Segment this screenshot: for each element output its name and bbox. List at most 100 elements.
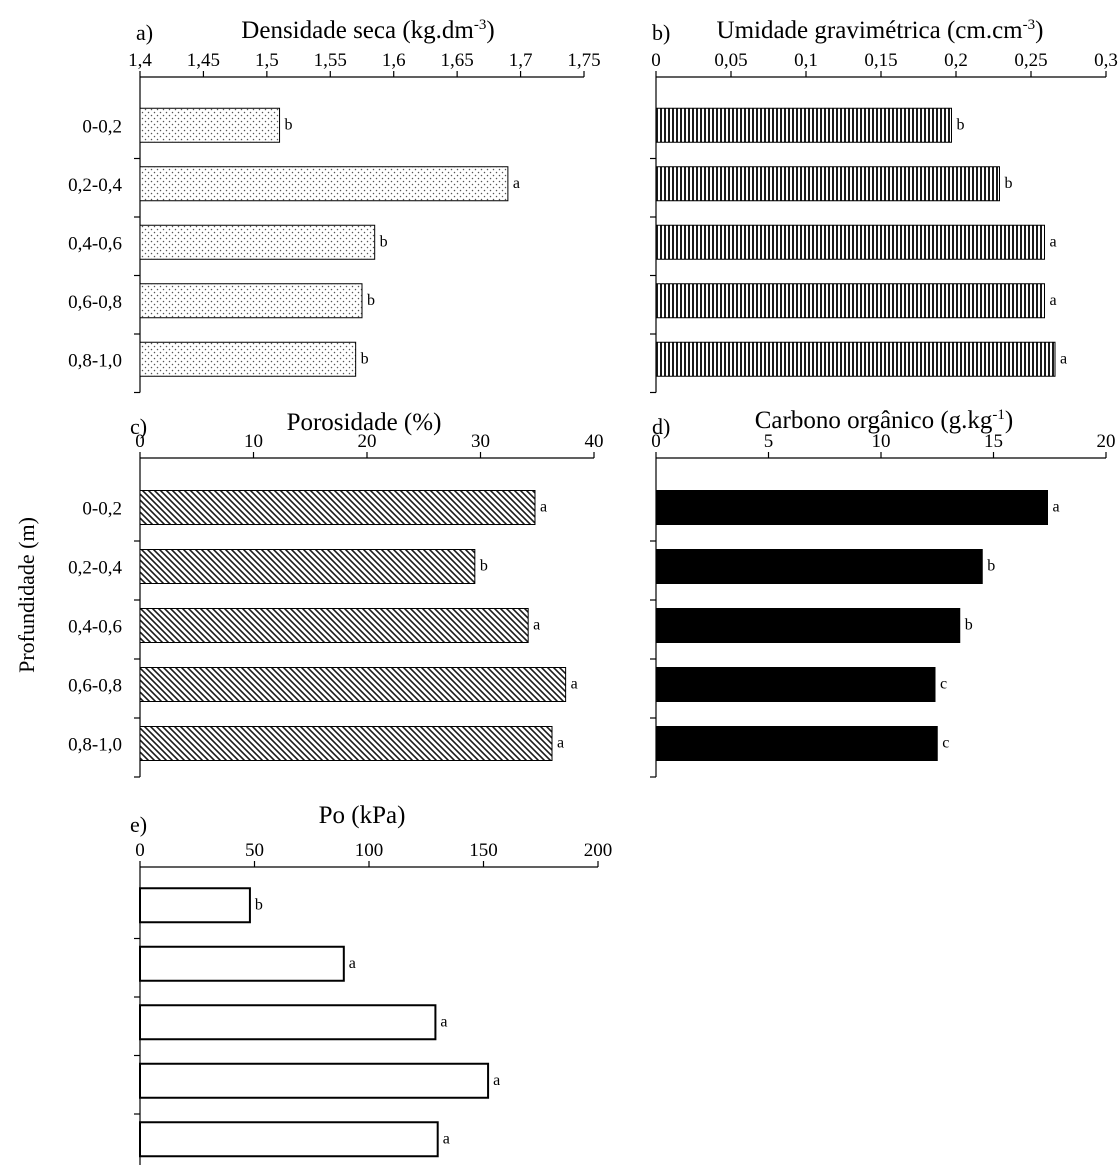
significance-label: a	[493, 1072, 500, 1089]
category-label: 0-0,2	[82, 499, 122, 520]
x-tick-label: 50	[245, 840, 264, 861]
panel-title: Densidade seca (kg.dm-3)	[241, 17, 494, 44]
significance-label: a	[540, 499, 547, 516]
bar	[655, 490, 1048, 525]
panel-c: c) Porosidade (%) 0 10 20 30 40 a 0-0,2 b 0,2-0,4 a…	[68, 409, 604, 778]
x-tick-label: 1,45	[187, 50, 220, 71]
category-label: 0,6-0,8	[68, 292, 122, 313]
panel-title: Porosidade (%)	[287, 409, 442, 436]
category-label: 0,8-1,0	[68, 735, 122, 756]
significance-label: b	[965, 617, 973, 634]
significance-label: a	[1050, 292, 1057, 309]
panel-title: Carbono orgânico (g.kg-1)	[755, 407, 1014, 434]
bar	[655, 224, 1045, 260]
significance-label: b	[480, 558, 488, 575]
x-tick-label: 0,1	[794, 50, 818, 71]
significance-label: a	[440, 1013, 447, 1030]
x-tick-label: 1,7	[509, 50, 533, 71]
bar	[139, 945, 345, 982]
panel-letter: d)	[652, 414, 670, 439]
x-tick-label: 20	[1097, 431, 1116, 452]
bar	[139, 1062, 490, 1099]
significance-label: b	[380, 233, 388, 250]
bar	[139, 341, 357, 377]
significance-label: a	[443, 1130, 450, 1147]
panel-b: b) Umidade gravimétrica (cm.cm-3) 0 0,05 0,1…	[650, 17, 1118, 394]
x-tick-label: 1,65	[441, 50, 474, 71]
bar	[655, 341, 1056, 377]
x-tick-label: 1,5	[255, 50, 279, 71]
panel-e: e) Po (kPa) 0 50 100 150 200 b a a a a	[130, 802, 612, 1165]
significance-label: c	[942, 735, 949, 752]
x-tick-label: 150	[469, 840, 498, 861]
significance-label: a	[1050, 233, 1057, 250]
significance-label: a	[571, 676, 578, 693]
x-tick-label: 0	[651, 50, 661, 71]
significance-label: a	[1060, 350, 1067, 367]
bar	[139, 667, 567, 702]
x-tick-label: 1,75	[567, 50, 600, 71]
panel-a: a) Densidade seca (kg.dm-3) 1,4 1,45 1,5 1,55…	[68, 17, 601, 394]
bar	[139, 549, 476, 584]
significance-label: b	[255, 896, 263, 913]
significance-label: a	[557, 735, 564, 752]
significance-label: b	[987, 558, 995, 575]
x-tick-label: 1,55	[314, 50, 347, 71]
x-tick-label: 15	[984, 431, 1003, 452]
bar	[139, 224, 376, 260]
y-axis-label: Profundidade (m)	[14, 517, 39, 673]
bar	[139, 166, 509, 202]
bar	[655, 166, 1000, 202]
category-label: 0-0,2	[82, 116, 122, 137]
bar	[139, 608, 529, 643]
significance-label: b	[367, 292, 375, 309]
significance-label: b	[957, 116, 965, 133]
category-label: 0,2-0,4	[68, 558, 122, 579]
x-tick-label: 10	[872, 431, 891, 452]
x-tick-label: 0,15	[864, 50, 897, 71]
bar	[139, 887, 251, 924]
significance-label: a	[533, 617, 540, 634]
x-tick-label: 5	[764, 431, 774, 452]
panel-letter: b)	[652, 20, 670, 45]
bar	[139, 1004, 437, 1041]
x-tick-label: 1,4	[128, 50, 152, 71]
bar	[655, 667, 936, 702]
significance-label: c	[940, 676, 947, 693]
significance-label: b	[1005, 175, 1013, 192]
category-label: 0,8-1,0	[68, 350, 122, 371]
x-tick-label: 100	[355, 840, 384, 861]
panel-letter: e)	[130, 812, 147, 837]
category-label: 0,6-0,8	[68, 676, 122, 697]
significance-label: a	[1053, 499, 1060, 516]
category-label: 0,4-0,6	[68, 233, 122, 254]
bar	[655, 726, 938, 761]
x-tick-label: 0,3	[1094, 50, 1118, 71]
x-tick-label: 30	[471, 431, 490, 452]
bar	[655, 107, 952, 143]
bar	[139, 283, 363, 319]
significance-label: a	[513, 175, 520, 192]
bar	[655, 608, 961, 643]
x-tick-label: 0,25	[1014, 50, 1047, 71]
panel-title: Po (kPa)	[319, 802, 406, 829]
category-label: 0,2-0,4	[68, 175, 122, 196]
x-tick-label: 0,2	[944, 50, 968, 71]
category-label: 0,4-0,6	[68, 617, 122, 638]
x-tick-label: 10	[244, 431, 263, 452]
bar	[139, 107, 281, 143]
panel-letter: a)	[136, 20, 153, 45]
x-tick-label: 0	[135, 840, 145, 861]
x-tick-label: 40	[585, 431, 604, 452]
x-tick-label: 0	[135, 431, 145, 452]
x-tick-label: 20	[358, 431, 377, 452]
significance-label: b	[285, 116, 293, 133]
x-tick-label: 0	[651, 431, 661, 452]
bar	[655, 549, 983, 584]
significance-label: b	[361, 350, 369, 367]
bar	[139, 1121, 439, 1158]
x-tick-label: 0,05	[714, 50, 747, 71]
bar	[139, 726, 553, 761]
panel-d: d) Carbono orgânico (g.kg-1) 0 5 10 15 20 a b b c c	[650, 407, 1116, 778]
